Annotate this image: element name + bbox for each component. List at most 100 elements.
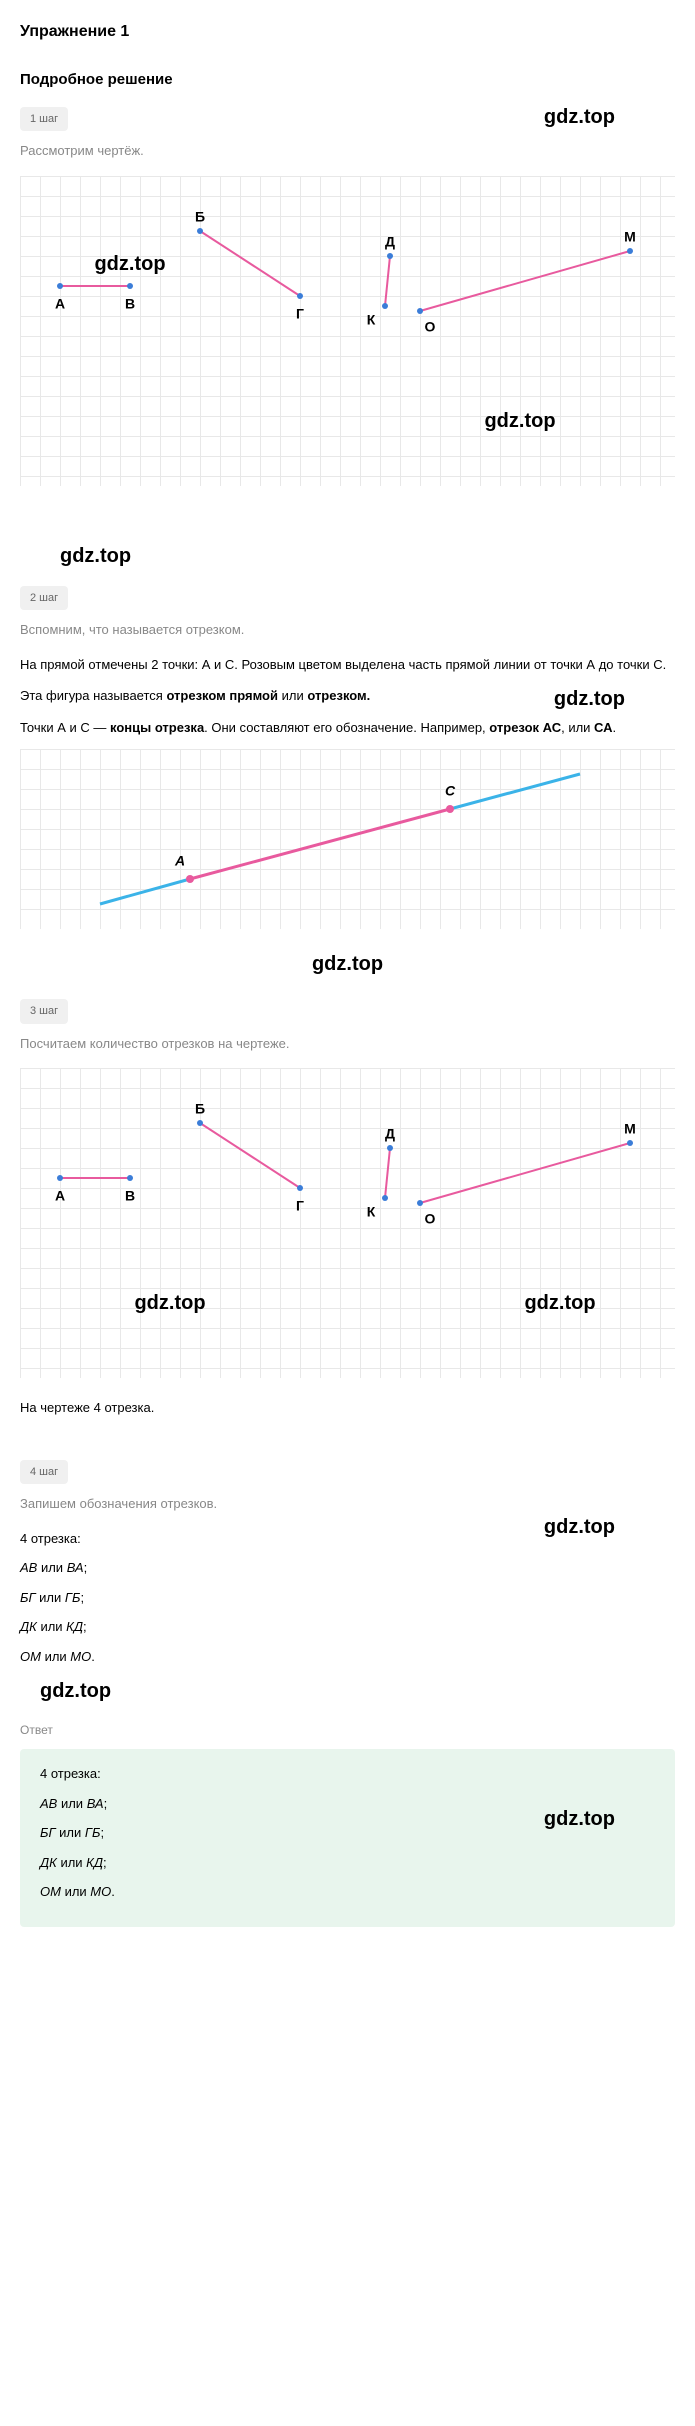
label-d: Д — [385, 231, 395, 252]
text: На прямой отмечены — [20, 657, 151, 672]
point-g — [297, 293, 303, 299]
seg: БГ — [40, 1825, 56, 1840]
step-1-badge: 1 шаг — [20, 107, 68, 132]
point-a2 — [186, 875, 194, 883]
seg: ГБ — [65, 1590, 81, 1605]
diagram-2-svg — [20, 749, 675, 929]
label-m: М — [624, 1119, 636, 1140]
text: или — [56, 1825, 85, 1840]
text: . — [91, 1649, 95, 1664]
point-a — [57, 283, 63, 289]
text: или — [278, 688, 307, 703]
solution-subtitle: Подробное решение — [20, 69, 675, 92]
step-4-text: Запишем обозначения отрезков. — [20, 1494, 675, 1514]
point-k — [382, 303, 388, 309]
label-bi: Б — [195, 1099, 205, 1120]
text-bold: отрезок АС — [489, 720, 561, 735]
text: ; — [83, 1619, 87, 1634]
explain-p3: Точки А и С — концы отрезка. Они составл… — [20, 718, 675, 738]
label-o: О — [425, 316, 436, 337]
seg: АВ — [20, 1560, 37, 1575]
point-bi — [197, 1120, 203, 1126]
text: или — [41, 1649, 70, 1664]
text: или — [37, 1619, 66, 1634]
watermark: gdz.top — [544, 102, 615, 132]
watermark: gdz.top — [544, 1804, 615, 1834]
text: или — [57, 1855, 86, 1870]
explain-p1: На прямой отмечены 2 точки: А и С. Розов… — [20, 655, 675, 675]
watermark: gdz.top — [134, 1288, 205, 1318]
text: ; — [80, 1590, 84, 1605]
step-2-text: Вспомним, что называется отрезком. — [20, 620, 675, 640]
text: или — [61, 1884, 90, 1899]
exercise-title: Упражнение 1 — [20, 20, 675, 44]
text: Точки А и С — — [20, 720, 110, 735]
step-1-text: Рассмотрим чертёж. — [20, 141, 675, 161]
seg: МО — [90, 1884, 111, 1899]
point-c2 — [446, 805, 454, 813]
text: отрезка. — [101, 1400, 154, 1415]
diagram-1: А В Б Г Д К О М gdz.top gdz.top — [20, 176, 675, 486]
label-a: А — [55, 1186, 65, 1207]
seg: КД — [66, 1619, 83, 1634]
point-d — [387, 253, 393, 259]
text-bold: отрезком. — [307, 688, 370, 703]
diagram-3: А В Б Г Д К О М gdz.top gdz.top — [20, 1068, 675, 1378]
text: , или — [561, 720, 594, 735]
point-o — [417, 308, 423, 314]
watermark: gdz.top — [554, 684, 625, 714]
point-a — [57, 1175, 63, 1181]
label-a2: A — [175, 851, 185, 872]
watermark: gdz.top — [60, 541, 675, 571]
text: ; — [103, 1855, 107, 1870]
text: . Они составляют его обозначение. Наприм… — [204, 720, 489, 735]
seg: ГБ — [85, 1825, 101, 1840]
seg: ДК — [20, 1619, 37, 1634]
text: . — [111, 1884, 115, 1899]
label-g: Г — [296, 303, 304, 324]
text: отрезка: — [27, 1531, 80, 1546]
step-3-badge: 3 шаг — [20, 999, 68, 1024]
seg: ДК — [40, 1855, 57, 1870]
seg: ВА — [87, 1796, 104, 1811]
watermark: gdz.top — [544, 1512, 615, 1542]
seg: ОМ — [40, 1884, 61, 1899]
step-2-badge: 2 шаг — [20, 586, 68, 611]
label-bi: Б — [195, 206, 205, 227]
point-b — [127, 283, 133, 289]
point-m — [627, 248, 633, 254]
answer-label: Ответ — [20, 1721, 675, 1739]
text: ; — [84, 1560, 88, 1575]
label-k: К — [367, 1202, 376, 1223]
text: отрезка: — [47, 1766, 100, 1781]
point-d — [387, 1145, 393, 1151]
diagram-2: A C — [20, 749, 675, 929]
label-c2: C — [445, 781, 455, 802]
text: . — [613, 720, 617, 735]
text: На чертеже — [20, 1400, 94, 1415]
label-d: Д — [385, 1124, 395, 1145]
seg: КД — [86, 1855, 103, 1870]
point-g — [297, 1185, 303, 1191]
label-g: Г — [296, 1196, 304, 1217]
watermark: gdz.top — [20, 949, 675, 979]
seg: МО — [70, 1649, 91, 1664]
point-k — [382, 1195, 388, 1201]
text: Эта фигура называется — [20, 688, 166, 703]
step-4-badge: 4 шаг — [20, 1460, 68, 1485]
label-m: М — [624, 226, 636, 247]
label-b: В — [125, 1186, 135, 1207]
text-bold: отрезком прямой — [166, 688, 278, 703]
text: ; — [100, 1825, 104, 1840]
point-m — [627, 1140, 633, 1146]
text: или — [37, 1560, 66, 1575]
text-bold: концы отрезка — [110, 720, 204, 735]
label-b: В — [125, 293, 135, 314]
seg: АВ — [40, 1796, 57, 1811]
label-o: О — [425, 1209, 436, 1230]
watermark: gdz.top — [524, 1288, 595, 1318]
text: или — [36, 1590, 65, 1605]
diagram-3-svg — [20, 1068, 675, 1378]
seg: БГ — [20, 1590, 36, 1605]
label-a: А — [55, 293, 65, 314]
